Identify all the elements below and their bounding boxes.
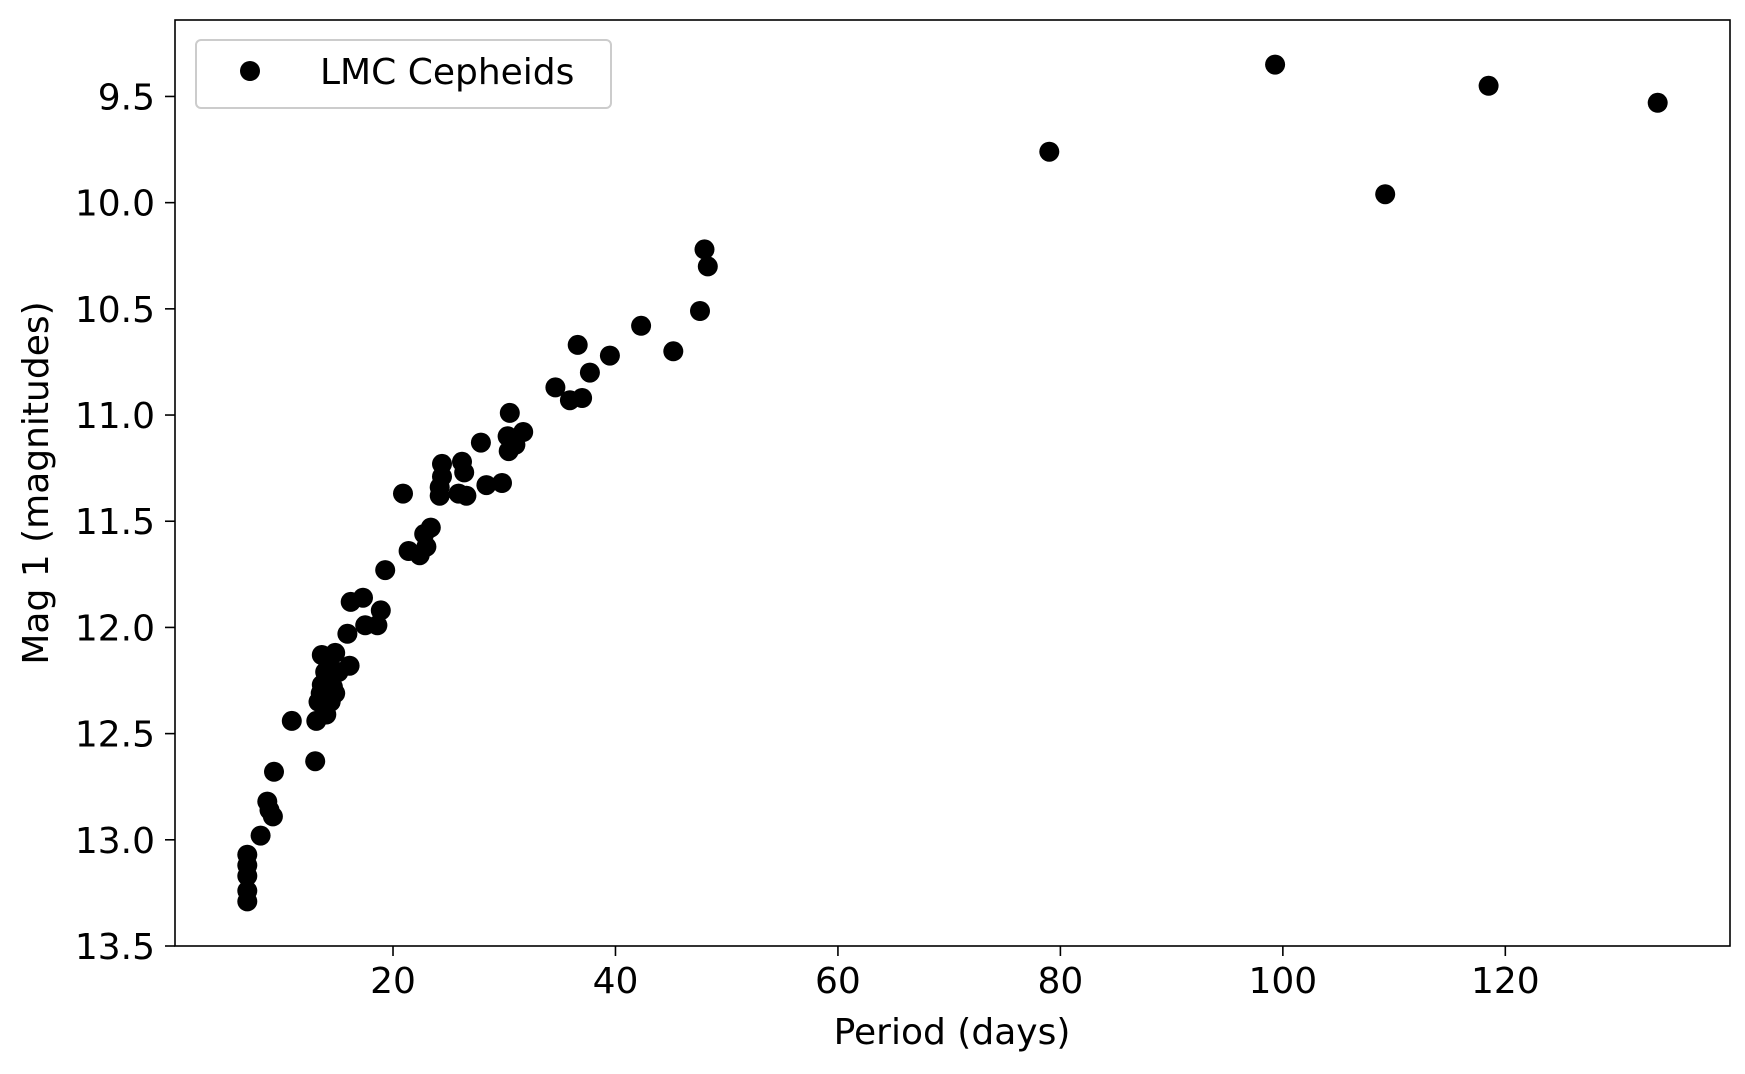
data-point bbox=[264, 761, 284, 782]
data-point bbox=[262, 806, 283, 827]
data-point bbox=[416, 536, 437, 557]
y-tick-label: 12.0 bbox=[75, 608, 155, 649]
legend-label: LMC Cepheids bbox=[320, 52, 574, 93]
x-tick-label: 120 bbox=[1471, 961, 1540, 1002]
data-point bbox=[250, 825, 271, 846]
data-point bbox=[631, 315, 652, 336]
y-tick-label: 12.5 bbox=[75, 715, 155, 756]
data-point bbox=[393, 483, 413, 504]
x-axis-label: Period (days) bbox=[834, 1012, 1071, 1053]
data-point bbox=[420, 517, 441, 538]
plot-frame bbox=[174, 19, 1731, 947]
data-point bbox=[325, 683, 346, 704]
y-tick-label: 13.0 bbox=[75, 821, 155, 862]
x-tick-label: 40 bbox=[593, 961, 639, 1002]
data-point bbox=[694, 239, 715, 260]
legend: LMC Cepheids bbox=[195, 39, 612, 109]
y-tick-label: 11.5 bbox=[75, 502, 155, 543]
data-point bbox=[1265, 54, 1286, 75]
data-point bbox=[690, 301, 710, 321]
y-axis-ticks: 9.5 10.0 10.5 11.0 11.5 12.0 12.5 13.0 13.5 bbox=[75, 77, 175, 968]
data-point bbox=[237, 891, 258, 912]
data-point bbox=[499, 402, 520, 423]
y-tick-label: 13.5 bbox=[75, 927, 155, 968]
data-point bbox=[513, 422, 534, 442]
data-point bbox=[370, 600, 391, 621]
data-point bbox=[1039, 141, 1060, 162]
data-point bbox=[492, 473, 512, 493]
data-point bbox=[325, 642, 346, 663]
data-point bbox=[353, 587, 373, 608]
data-point bbox=[599, 345, 620, 366]
data-point bbox=[1375, 184, 1396, 205]
data-point bbox=[572, 388, 593, 408]
data-point bbox=[237, 865, 258, 886]
legend-marker bbox=[240, 61, 260, 81]
data-point bbox=[367, 615, 388, 636]
x-tick-label: 60 bbox=[815, 961, 861, 1002]
x-axis-ticks: 20 40 60 80 100 120 bbox=[370, 946, 1540, 1002]
data-point bbox=[545, 377, 566, 398]
data-point bbox=[305, 751, 326, 772]
data-point bbox=[1647, 92, 1668, 113]
y-tick-label: 11.0 bbox=[75, 396, 155, 437]
y-axis-label: Mag 1 (magnitudes) bbox=[16, 301, 57, 664]
y-tick-label: 10.5 bbox=[75, 290, 155, 331]
data-point bbox=[339, 655, 360, 676]
data-point bbox=[337, 623, 358, 644]
data-point bbox=[456, 485, 477, 506]
data-point bbox=[470, 432, 491, 453]
data-point bbox=[476, 475, 497, 496]
data-point bbox=[454, 462, 475, 483]
data-point bbox=[375, 560, 396, 581]
data-point bbox=[579, 362, 600, 383]
y-tick-label: 9.5 bbox=[98, 77, 155, 118]
x-tick-label: 100 bbox=[1248, 961, 1317, 1002]
data-points bbox=[237, 54, 1668, 912]
data-point bbox=[663, 341, 684, 362]
data-point bbox=[697, 256, 718, 277]
x-tick-label: 80 bbox=[1037, 961, 1083, 1002]
data-point bbox=[1478, 75, 1499, 96]
legend-frame bbox=[195, 39, 612, 109]
data-point bbox=[432, 453, 452, 474]
data-point bbox=[567, 334, 588, 355]
y-tick-label: 10.0 bbox=[75, 184, 155, 225]
x-tick-label: 20 bbox=[370, 961, 416, 1002]
data-point bbox=[281, 710, 302, 731]
